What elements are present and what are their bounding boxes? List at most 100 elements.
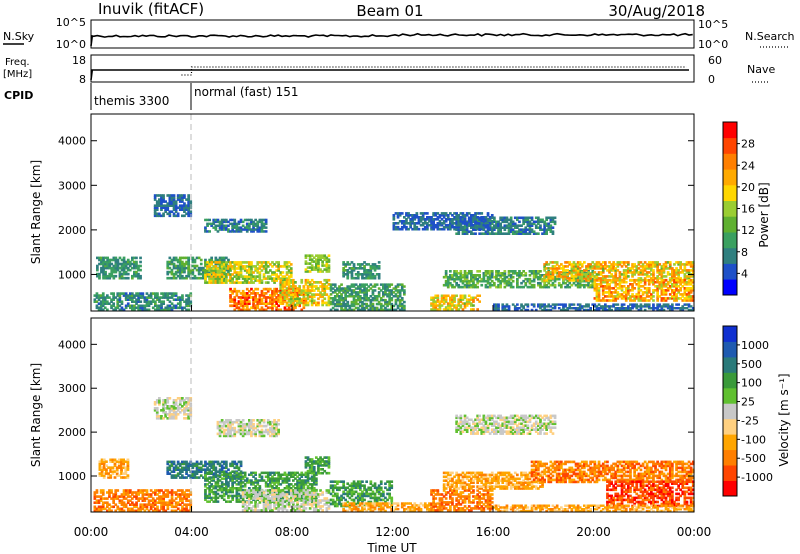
power-cell [178, 258, 182, 262]
power-cell [482, 279, 486, 283]
power-cell [647, 289, 651, 292]
power-cell [520, 232, 523, 235]
power-cell [279, 277, 283, 280]
power-cell [620, 307, 624, 310]
power-cell [497, 274, 500, 277]
velocity-cell [164, 509, 168, 513]
power-cell [365, 304, 368, 308]
power-cell [478, 232, 481, 235]
power-cell [436, 300, 440, 303]
power-cell [342, 300, 345, 304]
power-cell [323, 264, 327, 267]
power-cell [679, 267, 682, 270]
power-cell [256, 269, 260, 272]
power-cell [164, 208, 167, 211]
power-cell [210, 272, 213, 276]
power-cell [545, 271, 548, 274]
power-cell [241, 277, 245, 280]
power-cell [578, 305, 582, 308]
power-cell [459, 277, 463, 281]
velocity-cell [170, 417, 174, 420]
power-cell [624, 269, 628, 272]
power-cell [325, 256, 329, 259]
power-cell [365, 289, 368, 292]
velocity-cell [109, 466, 113, 469]
power-cell [532, 277, 536, 281]
power-cell [338, 304, 341, 308]
power-cell [120, 308, 124, 312]
power-cell [116, 292, 120, 295]
power-cell [484, 283, 488, 287]
power-cell [361, 285, 364, 288]
power-cell [122, 260, 126, 264]
velocity-cell [100, 458, 104, 462]
power-cell [562, 307, 565, 310]
power-cell [614, 273, 618, 276]
power-cell [568, 303, 572, 306]
power-cell [120, 264, 124, 268]
power-cell [576, 261, 580, 264]
power-cell [204, 258, 207, 262]
power-cell [283, 279, 287, 282]
power-cell [539, 303, 542, 306]
power-cell [172, 200, 176, 203]
power-cell [474, 225, 477, 229]
power-cell [102, 276, 105, 280]
power-cell [315, 268, 318, 271]
velocity-cell [170, 407, 174, 410]
power-cell [350, 302, 354, 306]
velocity-cell [151, 501, 155, 504]
power-cell [545, 275, 548, 278]
power-cell [627, 261, 630, 264]
velocity-cell [187, 415, 190, 418]
power-cell [352, 265, 356, 268]
power-cell [375, 308, 379, 312]
power-cell [601, 299, 605, 302]
power-cell [474, 222, 477, 225]
power-cell [229, 289, 232, 293]
power-cell [126, 262, 130, 266]
power-cell [285, 271, 289, 274]
power-cell [185, 300, 188, 303]
power-cell [549, 230, 553, 233]
power-cell [388, 293, 391, 296]
power-cell [229, 277, 232, 280]
power-cell [377, 265, 381, 268]
power-cell [179, 298, 182, 301]
power-cell [524, 281, 528, 285]
power-cell [289, 299, 293, 303]
power-cell [100, 258, 103, 262]
power-cell [553, 222, 557, 226]
power-cell [396, 227, 400, 231]
power-cell [321, 299, 324, 303]
power-cell [333, 285, 337, 288]
power-cell [187, 298, 190, 301]
power-cell [624, 307, 628, 310]
power-cell [495, 303, 498, 306]
power-cell [216, 273, 220, 276]
power-cell [597, 267, 601, 270]
power-cell [256, 306, 260, 310]
power-cell [578, 261, 582, 264]
power-cell [465, 279, 469, 283]
velocity-cell [126, 462, 130, 465]
power-cell [482, 218, 486, 221]
power-cell [220, 224, 224, 227]
power-cell [350, 285, 354, 288]
power-cell [547, 226, 551, 229]
power-cell [687, 278, 691, 282]
power-cell [279, 294, 283, 297]
power-cell [493, 228, 496, 231]
power-cell [273, 273, 276, 276]
power-cell [679, 307, 682, 310]
power-cell [451, 296, 454, 299]
power-cell [541, 218, 544, 222]
power-cell [306, 293, 310, 296]
power-cell [472, 298, 475, 301]
power-cell [285, 301, 289, 305]
power-cell [428, 218, 431, 221]
power-cell [499, 275, 502, 279]
velocity-cell [100, 462, 104, 465]
power-cell [271, 265, 274, 268]
velocity-cell [97, 509, 101, 513]
